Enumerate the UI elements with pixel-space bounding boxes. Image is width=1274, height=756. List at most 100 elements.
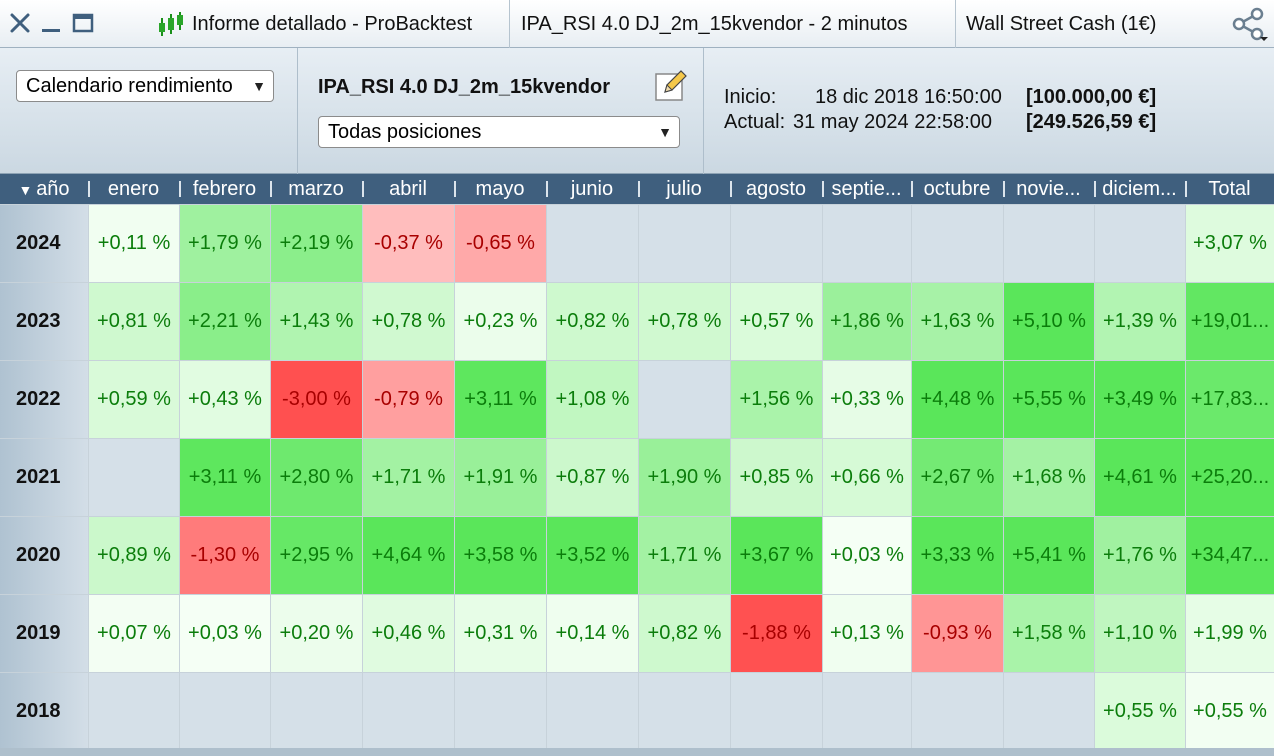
close-icon[interactable] — [7, 10, 33, 36]
month-cell: +0,13 % — [822, 595, 911, 672]
total-cell: +1,99 % — [1185, 595, 1274, 672]
month-cell: -0,79 % — [362, 361, 454, 438]
column-header[interactable]: diciem... — [1094, 174, 1185, 204]
performance-calendar-table: ▼ año enero febrero marzo abril mayo junio juli… — [0, 174, 1274, 756]
table-row[interactable]: 2021 +3,11 % +2,80 % +1,71 % +1,91 % +0,87 % +… — [0, 438, 1274, 516]
month-cell: +2,67 % — [911, 439, 1003, 516]
month-cell — [88, 439, 179, 516]
edit-icon[interactable] — [654, 68, 688, 102]
month-cell: +3,58 % — [454, 517, 546, 594]
month-cell: +1,56 % — [730, 361, 822, 438]
month-cell: +3,49 % — [1094, 361, 1185, 438]
column-header[interactable]: septie... — [822, 174, 911, 204]
month-cell — [822, 205, 911, 282]
month-cell: +0,03 % — [179, 595, 270, 672]
table-row[interactable]: 2020 +0,89 % -1,30 % +2,95 % +4,64 % +3,58 % +… — [0, 516, 1274, 594]
column-header[interactable]: mayo — [454, 174, 546, 204]
start-capital: [100.000,00 €] — [1026, 86, 1157, 108]
column-header[interactable]: Total — [1185, 174, 1274, 204]
month-cell — [270, 673, 362, 750]
tab-informe-detallado[interactable]: Informe detallado - ProBacktest — [154, 0, 508, 48]
table-row[interactable]: 2018 +0,55 % +0,55 % — [0, 672, 1274, 750]
month-cell: +0,20 % — [270, 595, 362, 672]
month-cell: +3,52 % — [546, 517, 638, 594]
month-cell: +0,81 % — [88, 283, 179, 360]
month-cell: +4,61 % — [1094, 439, 1185, 516]
positions-select[interactable]: Todas posiciones ▼ — [318, 116, 680, 148]
month-cell: +1,43 % — [270, 283, 362, 360]
column-header[interactable]: febrero — [179, 174, 270, 204]
month-cell: +3,67 % — [730, 517, 822, 594]
month-cell: +1,63 % — [911, 283, 1003, 360]
month-cell: +0,46 % — [362, 595, 454, 672]
column-header-label: Total — [1208, 178, 1251, 200]
month-cell: +0,11 % — [88, 205, 179, 282]
divider — [297, 48, 298, 174]
column-header-label: diciem... — [1102, 178, 1177, 200]
month-cell: -0,37 % — [362, 205, 454, 282]
table-row[interactable]: 2023 +0,81 % +2,21 % +1,43 % +0,78 % +0,23 % +… — [0, 282, 1274, 360]
month-cell: +3,11 % — [454, 361, 546, 438]
total-cell: +3,07 % — [1185, 205, 1274, 282]
column-header[interactable]: octubre — [911, 174, 1003, 204]
column-header[interactable]: agosto — [730, 174, 822, 204]
month-cell: +1,68 % — [1003, 439, 1094, 516]
table-header: ▼ año enero febrero marzo abril mayo junio juli… — [0, 174, 1274, 204]
month-cell: -1,30 % — [179, 517, 270, 594]
month-cell: +0,82 % — [546, 283, 638, 360]
month-cell: +1,76 % — [1094, 517, 1185, 594]
month-cell — [179, 673, 270, 750]
month-cell — [546, 205, 638, 282]
chevron-down-icon: ▼ — [658, 124, 672, 140]
month-cell: +2,21 % — [179, 283, 270, 360]
month-cell: +1,58 % — [1003, 595, 1094, 672]
month-cell: +4,64 % — [362, 517, 454, 594]
month-cell: -0,93 % — [911, 595, 1003, 672]
column-header[interactable]: marzo — [270, 174, 362, 204]
column-header[interactable]: julio — [638, 174, 730, 204]
total-cell: +25,20... — [1185, 439, 1274, 516]
month-cell: +1,71 % — [638, 517, 730, 594]
candlestick-icon — [159, 12, 183, 36]
minimize-icon[interactable] — [38, 10, 64, 36]
month-cell: +3,11 % — [179, 439, 270, 516]
column-header[interactable]: novie... — [1003, 174, 1094, 204]
column-header[interactable]: junio — [546, 174, 638, 204]
month-cell: +5,55 % — [1003, 361, 1094, 438]
month-cell: +1,91 % — [454, 439, 546, 516]
month-cell: +0,14 % — [546, 595, 638, 672]
row-year: 2023 — [0, 283, 88, 360]
month-cell: +4,48 % — [911, 361, 1003, 438]
view-select[interactable]: Calendario rendimiento ▼ — [16, 70, 274, 102]
month-cell — [454, 673, 546, 750]
table-row[interactable]: 2019 +0,07 % +0,03 % +0,20 % +0,46 % +0,31 % +… — [0, 594, 1274, 672]
table-row[interactable]: 2022 +0,59 % +0,43 % -3,00 % -0,79 % +3,11 % +… — [0, 360, 1274, 438]
month-cell: +0,33 % — [822, 361, 911, 438]
table-footer-strip — [0, 748, 1274, 756]
month-cell — [1003, 205, 1094, 282]
month-cell: +2,95 % — [270, 517, 362, 594]
month-cell: +0,55 % — [1094, 673, 1185, 750]
month-cell: +0,43 % — [179, 361, 270, 438]
current-date: 31 may 2024 22:58:00 — [793, 111, 993, 133]
tab-instrument[interactable]: Wall Street Cash (1€) — [955, 0, 1225, 48]
month-cell: +1,90 % — [638, 439, 730, 516]
column-header[interactable]: enero — [88, 174, 179, 204]
column-header-year[interactable]: ▼ año — [0, 174, 88, 204]
row-year: 2022 — [0, 361, 88, 438]
month-cell: +0,78 % — [362, 283, 454, 360]
month-cell — [1003, 673, 1094, 750]
month-cell: +1,79 % — [179, 205, 270, 282]
column-header[interactable]: abril — [362, 174, 454, 204]
share-icon[interactable] — [1230, 6, 1270, 42]
tab-strategy[interactable]: IPA_RSI 4.0 DJ_2m_15kvendor - 2 minutos — [509, 0, 954, 48]
row-year: 2024 — [0, 205, 88, 282]
month-cell: +0,57 % — [730, 283, 822, 360]
start-date: 18 dic 2018 16:50:00 — [815, 86, 1002, 108]
month-cell: +0,59 % — [88, 361, 179, 438]
maximize-icon[interactable] — [70, 10, 96, 36]
column-header-label: novie... — [1016, 178, 1081, 200]
column-header-label: enero — [107, 178, 160, 200]
tab-label: Informe detallado - ProBacktest — [192, 13, 473, 35]
table-row[interactable]: 2024 +0,11 % +1,79 % +2,19 % -0,37 % -0,65 % +… — [0, 204, 1274, 282]
